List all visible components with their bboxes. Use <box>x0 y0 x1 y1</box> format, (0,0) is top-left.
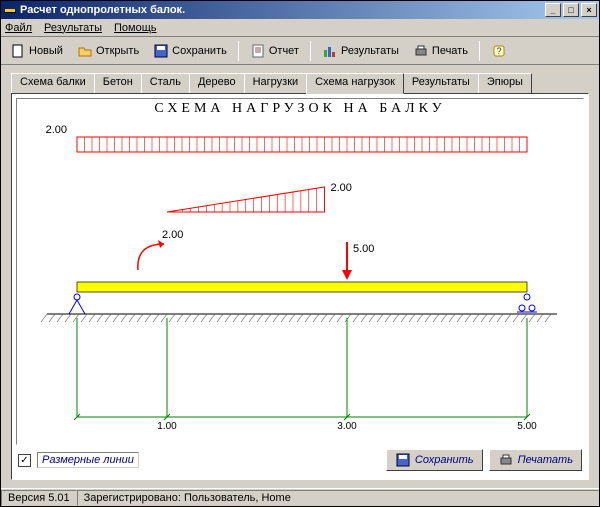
svg-text:2.00: 2.00 <box>46 124 67 136</box>
tab-beam-scheme[interactable]: Схема балки <box>11 73 95 93</box>
save-button[interactable]: Сохранить <box>148 40 232 62</box>
tab-wood[interactable]: Дерево <box>189 73 245 93</box>
panel: СХЕМА НАГРУЗОК НА БАЛКУ 2.00 2.00 2.00 5.00… <box>11 93 589 480</box>
status-registration: Зарегистрировано: Пользователь, Home <box>77 490 599 506</box>
diagram-title: СХЕМА НАГРУЗОК НА БАЛКУ <box>17 99 583 117</box>
open-button[interactable]: Открыть <box>72 40 144 62</box>
help-icon: ? <box>491 43 507 59</box>
diagram-area: СХЕМА НАГРУЗОК НА БАЛКУ 2.00 2.00 2.00 5.00… <box>16 98 584 445</box>
svg-text:1.00: 1.00 <box>157 421 177 432</box>
panel-save-button[interactable]: Сохранить <box>386 449 483 471</box>
statusbar: Версия 5.01 Зарегистрировано: Пользовате… <box>1 488 599 506</box>
svg-text:2.00: 2.00 <box>162 229 183 241</box>
new-label: Новый <box>29 45 63 57</box>
svg-text:3.00: 3.00 <box>337 421 357 432</box>
tab-load-scheme[interactable]: Схема нагрузок <box>306 73 404 94</box>
tab-results[interactable]: Результаты <box>403 73 479 93</box>
dim-lines-checkbox[interactable] <box>18 454 31 467</box>
results-icon <box>322 43 338 59</box>
results-label: Результаты <box>341 45 399 57</box>
svg-text:5.00: 5.00 <box>517 421 537 432</box>
bottom-row: Размерные линии Сохранить Печатать <box>16 445 584 475</box>
report-icon <box>250 43 266 59</box>
print-label: Печать <box>432 45 468 57</box>
panel-save-label: Сохранить <box>415 454 474 466</box>
svg-text:2.00: 2.00 <box>331 182 352 194</box>
report-button[interactable]: Отчет <box>245 40 304 62</box>
separator <box>310 41 311 61</box>
app-icon <box>3 3 17 17</box>
new-button[interactable]: Новый <box>5 40 68 62</box>
tab-concrete[interactable]: Бетон <box>94 73 142 93</box>
close-button[interactable]: × <box>581 3 597 17</box>
print-icon <box>498 452 514 468</box>
print-button[interactable]: Печать <box>408 40 473 62</box>
help-button[interactable]: ? <box>486 40 512 62</box>
save-label: Сохранить <box>172 45 227 57</box>
menubar: Файл Результаты Помощь <box>1 19 599 37</box>
svg-text:?: ? <box>496 46 501 56</box>
open-icon <box>77 43 93 59</box>
tab-diagrams[interactable]: Эпюры <box>478 73 532 93</box>
new-icon <box>10 43 26 59</box>
separator <box>479 41 480 61</box>
panel-print-label: Печатать <box>518 454 573 466</box>
open-label: Открыть <box>96 45 139 57</box>
window-title: Расчет однопролетных балок. <box>20 4 545 16</box>
report-label: Отчет <box>269 45 299 57</box>
maximize-button[interactable]: □ <box>563 3 579 17</box>
menu-help[interactable]: Помощь <box>114 22 157 34</box>
titlebar: Расчет однопролетных балок. _ □ × <box>1 1 599 19</box>
toolbar: Новый Открыть Сохранить Отчет Результаты… <box>1 37 599 65</box>
save-icon <box>153 43 169 59</box>
results-button[interactable]: Результаты <box>317 40 404 62</box>
dim-lines-label: Размерные линии <box>37 452 139 468</box>
tab-steel[interactable]: Сталь <box>141 73 190 93</box>
menu-results[interactable]: Результаты <box>44 22 102 34</box>
save-icon <box>395 452 411 468</box>
tab-loads[interactable]: Нагрузки <box>244 73 308 93</box>
tabs: Схема балки Бетон Сталь Дерево Нагрузки … <box>11 73 589 93</box>
print-icon <box>413 43 429 59</box>
svg-text:5.00: 5.00 <box>353 243 374 255</box>
separator <box>238 41 239 61</box>
menu-file[interactable]: Файл <box>5 22 32 34</box>
status-version: Версия 5.01 <box>1 490 77 506</box>
minimize-button[interactable]: _ <box>545 3 561 17</box>
beam-diagram: 2.00 2.00 2.00 5.00 1.00 3.00 5.00 <box>17 117 577 437</box>
panel-print-button[interactable]: Печатать <box>489 449 582 471</box>
